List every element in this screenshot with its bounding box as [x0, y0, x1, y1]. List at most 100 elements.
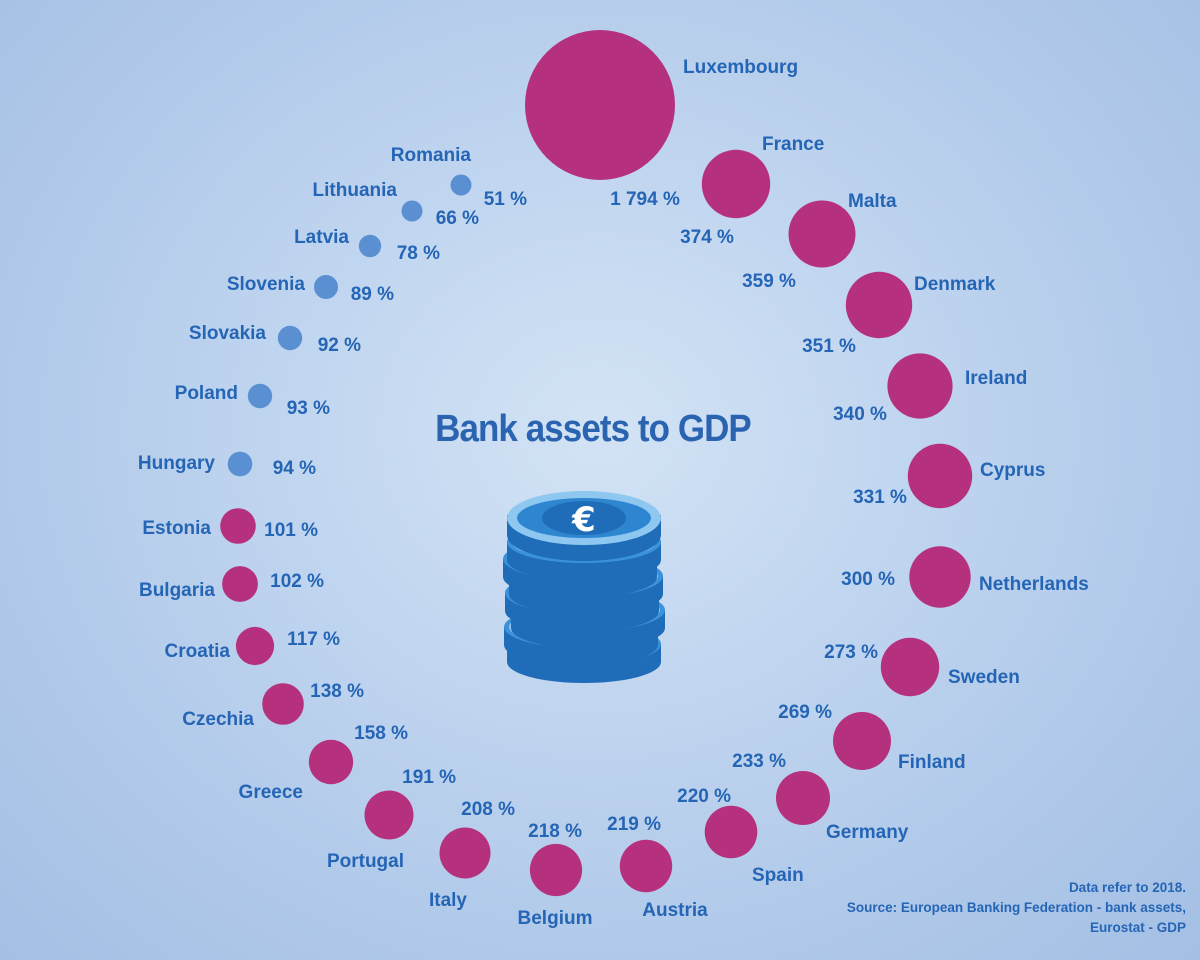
country-label-poland: Poland: [175, 383, 238, 404]
bubble-france: France 374 %: [680, 134, 824, 248]
bubble-circle-latvia: [358, 234, 382, 258]
bubble-ireland: Ireland 340 %: [833, 353, 1027, 425]
bubble-austria: Austria 219 %: [607, 814, 708, 921]
value-label-finland: 269 %: [778, 702, 832, 723]
bubble-circle-czechia: [262, 683, 304, 725]
country-label-germany: Germany: [826, 822, 909, 843]
bubble-circle-slovenia: [314, 275, 338, 299]
source-line-3: Eurostat - GDP: [1089, 920, 1186, 935]
bubble-spain: Spain 220 %: [677, 786, 804, 886]
value-label-bulgaria: 102 %: [270, 571, 324, 592]
bubble-circle-sweden: [880, 637, 940, 697]
country-label-france: France: [762, 134, 824, 155]
value-label-hungary: 94 %: [273, 458, 316, 479]
bubble-belgium: Belgium 218 %: [518, 821, 593, 929]
bubble-circle-hungary: [227, 451, 253, 477]
bubble-circle-bulgaria: [222, 566, 258, 602]
value-label-czechia: 138 %: [310, 681, 364, 702]
value-label-cyprus: 331 %: [853, 487, 907, 508]
bubble-latvia: Latvia 78 %: [294, 227, 440, 264]
bubble-circle-netherlands: [909, 546, 971, 608]
value-label-italy: 208 %: [461, 799, 515, 820]
bubble-circle-slovakia: [277, 325, 303, 351]
value-label-estonia: 101 %: [264, 520, 318, 541]
bubble-circle-spain: [704, 805, 758, 859]
bubble-circle-lithuania: [401, 200, 423, 222]
bubble-romania: Romania 51 %: [391, 145, 527, 210]
country-label-latvia: Latvia: [294, 227, 349, 248]
bubble-germany: Germany 233 %: [732, 751, 909, 843]
bubble-estonia: Estonia 101 %: [142, 508, 318, 544]
source-line-1: Data refer to 2018.: [1068, 880, 1186, 895]
bubble-cyprus: Cyprus 331 %: [853, 443, 1045, 509]
bubble-circle-austria: [619, 839, 673, 893]
bubble-portugal: Portugal 191 %: [327, 767, 456, 872]
bubble-luxembourg: Luxembourg 1 794 %: [525, 30, 798, 210]
value-label-croatia: 117 %: [287, 629, 340, 650]
value-label-romania: 51 %: [484, 189, 527, 210]
bubble-circle-finland: [833, 712, 891, 770]
bubble-circle-denmark: [845, 271, 913, 339]
bubble-poland: Poland 93 %: [175, 383, 330, 419]
country-label-malta: Malta: [848, 191, 897, 212]
bubble-croatia: Croatia 117 %: [165, 626, 340, 666]
value-label-lithuania: 66 %: [436, 208, 479, 229]
country-label-italy: Italy: [429, 890, 467, 911]
value-label-poland: 93 %: [287, 398, 330, 419]
value-label-austria: 219 %: [607, 814, 661, 835]
bubble-lithuania: Lithuania 66 %: [313, 180, 480, 229]
source-note: Data refer to 2018. Source: European Ban…: [847, 878, 1186, 938]
bubble-circle-estonia: [220, 508, 256, 544]
value-label-malta: 359 %: [742, 271, 796, 292]
bubble-circle-poland: [247, 383, 273, 409]
country-label-finland: Finland: [898, 752, 966, 773]
bubble-circle-cyprus: [907, 443, 973, 509]
country-label-hungary: Hungary: [138, 453, 216, 474]
bubble-bulgaria: Bulgaria 102 %: [139, 566, 324, 602]
country-label-greece: Greece: [239, 782, 303, 803]
bubble-circle-malta: [788, 200, 856, 268]
value-label-sweden: 273 %: [824, 642, 878, 663]
country-label-sweden: Sweden: [948, 667, 1020, 688]
value-label-ireland: 340 %: [833, 404, 887, 425]
value-label-germany: 233 %: [732, 751, 786, 772]
country-label-bulgaria: Bulgaria: [139, 580, 215, 601]
country-label-slovakia: Slovakia: [189, 323, 267, 344]
bubble-circle-italy: [439, 827, 491, 879]
bubble-circle-belgium: [529, 843, 583, 897]
euro-coin-stack-icon: €: [503, 491, 665, 683]
value-label-france: 374 %: [680, 227, 734, 248]
bubble-slovakia: Slovakia 92 %: [189, 323, 361, 356]
value-label-spain: 220 %: [677, 786, 731, 807]
bubble-italy: Italy 208 %: [429, 799, 515, 911]
bubble-circle-croatia: [235, 626, 275, 666]
bubble-circle-greece: [308, 739, 354, 785]
bubble-finland: Finland 269 %: [778, 702, 965, 773]
country-label-estonia: Estonia: [142, 518, 211, 539]
country-label-cyprus: Cyprus: [980, 460, 1045, 481]
value-label-denmark: 351 %: [802, 336, 856, 357]
bubble-sweden: Sweden 273 %: [824, 637, 1020, 697]
country-label-spain: Spain: [752, 865, 804, 886]
svg-text:€: €: [571, 500, 596, 540]
country-label-belgium: Belgium: [518, 908, 593, 929]
country-label-austria: Austria: [642, 900, 708, 921]
bubble-greece: Greece 158 %: [239, 723, 409, 803]
bubble-circle-romania: [450, 174, 472, 196]
value-label-latvia: 78 %: [397, 243, 440, 264]
bubble-circle-portugal: [364, 790, 414, 840]
bubbles-group: Luxembourg 1 794 % France 374 % Malta 359 % De…: [138, 30, 1089, 929]
bubble-circle-luxembourg: [525, 30, 675, 180]
value-label-greece: 158 %: [354, 723, 408, 744]
value-label-slovenia: 89 %: [351, 284, 394, 305]
bubble-czechia: Czechia 138 %: [182, 681, 364, 730]
value-label-belgium: 218 %: [528, 821, 582, 842]
chart-title: Bank assets to GDP: [435, 408, 752, 450]
bubble-netherlands: Netherlands 300 %: [841, 546, 1089, 608]
country-label-ireland: Ireland: [965, 368, 1027, 389]
country-label-romania: Romania: [391, 145, 472, 166]
value-label-slovakia: 92 %: [318, 335, 361, 356]
country-label-slovenia: Slovenia: [227, 274, 306, 295]
bubble-denmark: Denmark 351 %: [802, 271, 996, 357]
